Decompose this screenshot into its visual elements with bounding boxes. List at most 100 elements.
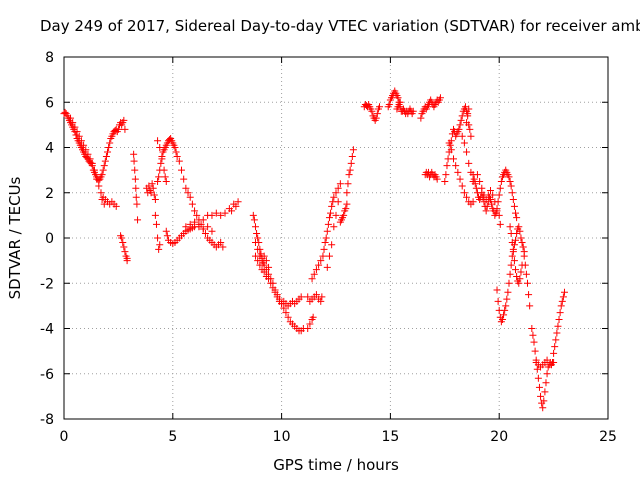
data-point <box>500 311 508 319</box>
data-point <box>317 257 325 265</box>
data-point <box>516 275 524 283</box>
data-point <box>539 404 547 412</box>
data-point <box>151 211 159 219</box>
data-point <box>506 223 514 231</box>
data-point <box>508 189 516 197</box>
data-point <box>312 266 320 274</box>
data-point <box>232 202 240 210</box>
data-point <box>199 216 207 224</box>
y-tick-label: 8 <box>45 50 54 66</box>
data-point <box>160 166 168 174</box>
x-tick-label: 20 <box>490 429 508 445</box>
data-point <box>306 320 314 328</box>
data-point <box>86 155 94 163</box>
data-point <box>368 107 376 115</box>
data-point <box>385 101 393 109</box>
x-tick-label: 0 <box>60 429 69 445</box>
data-point <box>489 191 497 199</box>
data-point <box>535 383 543 391</box>
data-point <box>114 125 122 133</box>
data-point <box>334 198 342 206</box>
y-tick-label: -6 <box>40 367 54 383</box>
data-point <box>154 177 162 185</box>
data-point <box>157 159 165 167</box>
data-point <box>284 313 292 321</box>
data-point <box>332 211 340 219</box>
data-point <box>199 225 207 233</box>
data-point <box>212 209 220 217</box>
data-point <box>493 207 501 215</box>
data-point <box>486 186 494 194</box>
data-point <box>482 196 490 204</box>
data-point <box>208 227 216 235</box>
data-point <box>512 266 520 274</box>
data-point <box>208 211 216 219</box>
data-point <box>80 141 88 149</box>
data-point <box>112 202 120 210</box>
data-point <box>134 216 142 224</box>
y-tick-label: 4 <box>45 141 54 157</box>
data-point <box>494 297 502 305</box>
data-point <box>513 214 521 222</box>
data-point <box>478 184 486 192</box>
data-point <box>100 200 108 208</box>
data-point <box>510 202 518 210</box>
data-point <box>467 132 475 140</box>
data-point <box>318 293 326 301</box>
data-point <box>441 177 449 185</box>
x-tick-label: 15 <box>381 429 399 445</box>
data-point <box>560 288 568 296</box>
data-point <box>455 125 463 133</box>
data-point <box>262 257 270 265</box>
data-point <box>463 193 471 201</box>
data-point <box>483 202 491 210</box>
data-point <box>342 205 350 213</box>
data-point <box>531 347 539 355</box>
data-point <box>450 155 458 163</box>
data-point <box>506 177 514 185</box>
data-point <box>396 98 404 106</box>
data-point <box>509 248 517 256</box>
data-point <box>105 144 113 151</box>
data-point <box>182 223 190 231</box>
data-point <box>88 159 96 167</box>
data-point <box>348 153 356 161</box>
data-point <box>304 293 312 301</box>
data-point <box>195 223 203 231</box>
data-point <box>458 182 466 190</box>
data-point <box>102 153 110 161</box>
data-point <box>67 114 75 122</box>
data-point <box>471 180 479 188</box>
data-point <box>436 94 444 102</box>
data-point <box>163 232 171 240</box>
data-point <box>537 392 545 400</box>
data-point <box>100 162 108 170</box>
data-point <box>528 325 536 332</box>
data-point <box>104 148 112 156</box>
data-point <box>253 229 261 237</box>
y-tick-label: -8 <box>40 412 54 428</box>
data-point <box>452 162 460 170</box>
data-point <box>77 137 85 145</box>
data-point <box>495 191 503 199</box>
data-point <box>162 177 170 185</box>
data-point <box>509 196 517 204</box>
data-point <box>250 216 258 224</box>
data-point <box>520 252 528 260</box>
data-point <box>308 275 316 283</box>
data-point <box>280 304 288 312</box>
data-point <box>482 207 490 215</box>
y-tick-label: 2 <box>45 186 54 202</box>
data-point <box>251 223 259 231</box>
data-point <box>267 279 275 287</box>
data-point <box>121 125 129 133</box>
data-point <box>447 146 455 154</box>
data-point <box>154 234 162 242</box>
data-point <box>154 137 162 145</box>
data-point <box>559 293 567 301</box>
data-point <box>155 245 163 253</box>
data-point <box>506 270 514 278</box>
data-point <box>186 220 194 228</box>
data-point <box>249 211 257 219</box>
data-point <box>175 157 183 165</box>
